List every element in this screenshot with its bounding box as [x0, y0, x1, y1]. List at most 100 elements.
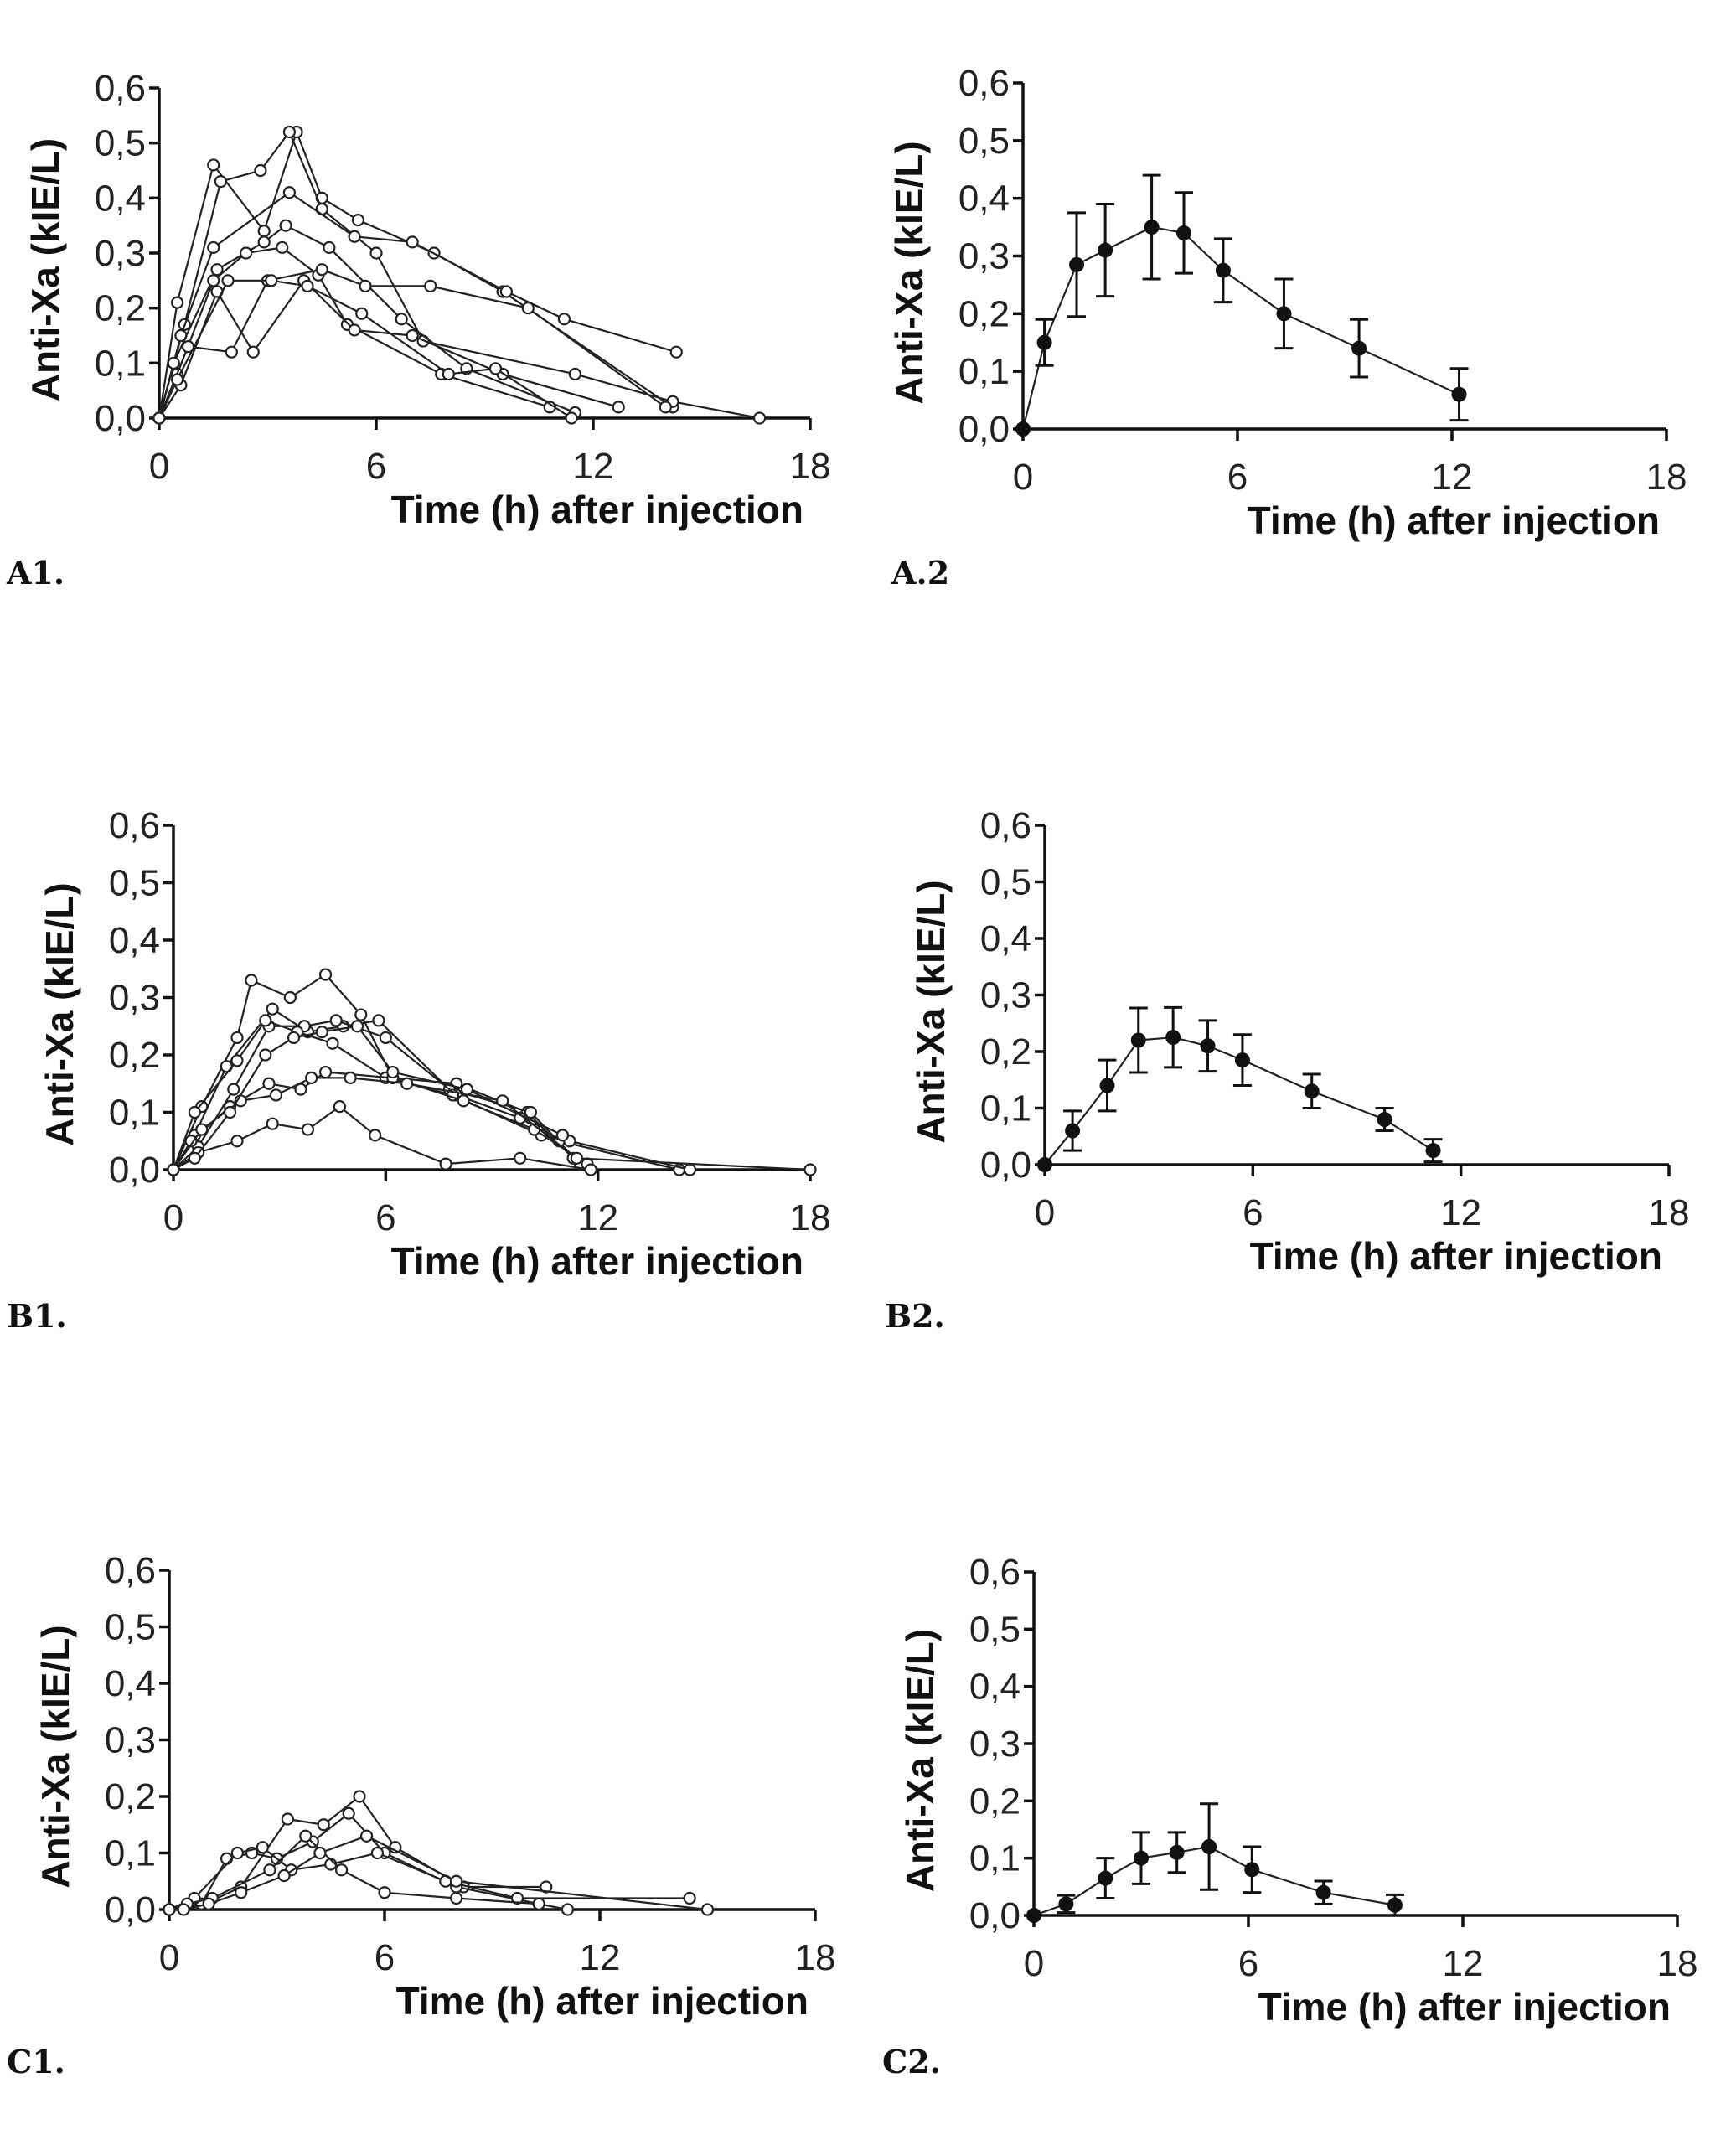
y-tick-label: 0,1: [105, 1833, 156, 1874]
data-point: [342, 1806, 355, 1820]
y-tick-label: 0,0: [95, 398, 146, 439]
data-point: [301, 279, 314, 292]
x-axis-label: Time (h) after injection: [391, 488, 803, 531]
series-line: [158, 130, 760, 420]
series-1: [1015, 173, 1469, 437]
data-point: [259, 1014, 272, 1027]
y-tick-label: 0,4: [95, 178, 146, 219]
x-tick-label: 12: [580, 1937, 621, 1978]
data-point: [184, 1135, 198, 1148]
data-point: [378, 1886, 391, 1899]
y-tick-label: 0,3: [980, 975, 1031, 1016]
series-4: [163, 1829, 575, 1916]
x-tick-label: 6: [375, 1197, 395, 1238]
x-tick-label: 12: [577, 1197, 618, 1238]
series-8: [152, 274, 578, 425]
y-tick-label: 0,5: [105, 1607, 156, 1648]
data-point: [188, 1105, 201, 1119]
y-tick-label: 0,3: [969, 1724, 1020, 1765]
series-7: [152, 263, 672, 425]
data-point: [279, 219, 292, 232]
data-point: [1304, 1083, 1320, 1099]
data-point: [700, 1903, 715, 1916]
y-tick-label: 0,2: [980, 1031, 1031, 1072]
x-tick-label: 18: [1649, 1192, 1690, 1233]
series-1: [167, 968, 580, 1176]
y-tick-label: 0,1: [958, 351, 1010, 392]
series-line: [168, 1846, 690, 1911]
data-point: [257, 235, 271, 249]
data-point: [202, 1897, 215, 1910]
series-line: [173, 1077, 811, 1171]
data-point: [351, 214, 365, 227]
y-tick-label: 0,2: [958, 293, 1010, 334]
data-point: [1130, 1032, 1146, 1048]
data-point: [329, 1014, 343, 1027]
data-point: [305, 1071, 318, 1085]
data-point: [318, 968, 333, 981]
data-point: [460, 1083, 474, 1096]
data-point: [214, 175, 227, 189]
data-point: [313, 1846, 327, 1860]
data-point: [532, 1897, 545, 1910]
y-tick-label: 0,2: [969, 1781, 1020, 1822]
data-point: [1165, 1030, 1181, 1046]
data-point: [326, 1036, 339, 1050]
y-tick-label: 0,6: [969, 1552, 1020, 1593]
data-point: [1244, 1862, 1260, 1878]
data-point: [499, 285, 514, 298]
data-point: [406, 328, 419, 343]
x-tick-label: 12: [1432, 457, 1473, 498]
data-point: [225, 345, 238, 359]
chart-panel-1: 0,0 0,1 0,2 0,3 0,4 0,5 0,6 0 6 12 18 Anti-Xa (kIE/…: [6, 68, 830, 592]
data-point: [424, 279, 437, 292]
data-point: [1099, 1078, 1115, 1093]
panel-label: A.2: [891, 554, 949, 592]
data-point: [386, 1065, 400, 1079]
data-point: [359, 1829, 374, 1843]
y-axis-label: Anti-Xa (kIE/L): [909, 880, 953, 1143]
x-axis-label: Time (h) after injection: [396, 1979, 809, 2023]
chart-panel-2: 0,0 0,1 0,2 0,3 0,4 0,5 0,6 0 6 12 18 Anti-Xa (kIE/…: [887, 63, 1687, 592]
data-point: [344, 1071, 357, 1085]
data-point: [1026, 1908, 1041, 1923]
data-point: [395, 313, 408, 326]
y-tick-label: 0,3: [95, 233, 146, 274]
data-point: [1315, 1884, 1331, 1900]
x-tick-label: 0: [159, 1937, 179, 1978]
series-line: [168, 1834, 568, 1911]
y-axis-label: Anti-Xa (kIE/L): [23, 138, 67, 401]
data-point: [333, 1100, 347, 1114]
data-point: [1200, 1038, 1216, 1054]
data-point: [257, 225, 271, 238]
series-4: [167, 1014, 697, 1176]
data-point: [318, 1065, 333, 1079]
data-point: [555, 1129, 570, 1142]
series-line: [158, 279, 572, 419]
data-point: [152, 411, 166, 425]
data-point: [301, 1123, 315, 1136]
data-point: [521, 302, 535, 315]
data-point: [170, 296, 184, 309]
series-line: [1021, 225, 1460, 430]
data-point: [163, 1903, 176, 1916]
data-point: [220, 1852, 234, 1865]
data-point: [207, 274, 220, 287]
panel-label: A1.: [6, 554, 65, 592]
data-point: [561, 1903, 575, 1916]
data-point: [359, 279, 372, 292]
y-tick-label: 0,4: [109, 920, 160, 961]
series-line: [158, 268, 666, 419]
data-point: [167, 1163, 180, 1176]
y-tick-label: 0,1: [109, 1093, 160, 1134]
data-point: [167, 356, 180, 370]
data-point: [276, 240, 289, 255]
x-axis-label: Time (h) after injection: [391, 1239, 803, 1283]
y-tick-label: 0,5: [95, 123, 146, 164]
data-point: [568, 367, 582, 381]
data-point: [565, 411, 578, 425]
data-point: [439, 1157, 452, 1171]
data-point: [612, 401, 625, 414]
x-tick-label: 0: [149, 446, 169, 487]
